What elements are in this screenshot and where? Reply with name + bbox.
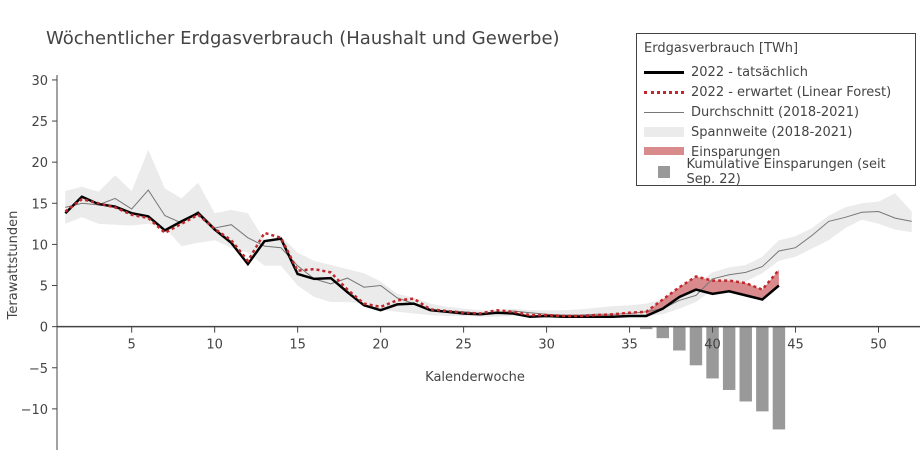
legend-item-expected[interactable]: 2022 - erwartet (Linear Forest) (644, 82, 891, 102)
x-tick-label: 10 (206, 338, 223, 353)
x-tick-label: 30 (538, 338, 555, 353)
expected-line (64, 197, 780, 318)
x-tick-label: 50 (870, 338, 887, 353)
legend: Erdgasverbrauch [TWh] 2022 - tatsächlich… (636, 33, 916, 187)
legend-item-actual[interactable]: 2022 - tatsächlich (644, 62, 808, 82)
x-tick-label: 15 (289, 338, 306, 353)
legend-item-savings[interactable]: Einsparungen (644, 142, 780, 162)
bar-week-37 (656, 326, 669, 339)
x-tick-label: 25 (455, 338, 472, 353)
y-tick-label: −5 (29, 362, 48, 377)
chart-title: Wöchentlicher Erdgasverbrauch (Haushalt … (46, 28, 560, 49)
bar-week-39 (689, 326, 703, 366)
y-tick-label: 20 (31, 156, 48, 171)
bar-week-40 (706, 326, 719, 379)
legend-item-range[interactable]: Spannweite (2018-2021) (644, 122, 852, 142)
actual-line (64, 195, 780, 319)
bar-week-38 (673, 326, 686, 351)
x-tick-label: 45 (787, 338, 804, 353)
y-tick-label: −10 (21, 403, 48, 418)
x-tick-label: 20 (372, 338, 389, 353)
bar-week-44 (772, 326, 786, 430)
legend-item-cumulative[interactable]: Kumulative Einsparungen (seit Sep. 22) (644, 157, 915, 187)
y-tick-label: 5 (40, 280, 48, 295)
x-tick-label: 5 (128, 338, 136, 353)
bar-week-36 (639, 326, 653, 330)
y-axis-label: Terawattstunden (6, 211, 21, 321)
range-band (65, 149, 912, 318)
legend-title: Erdgasverbrauch [TWh] (644, 41, 799, 56)
y-tick-label: 30 (31, 74, 48, 89)
y-tick-label: 25 (31, 115, 48, 130)
y-tick-label: 15 (31, 197, 48, 212)
bar-week-43 (756, 326, 769, 412)
bar-week-41 (722, 326, 736, 390)
x-axis-label: Kalenderwoche (425, 370, 525, 385)
bar-week-42 (739, 326, 752, 402)
x-tick-label: 40 (704, 338, 721, 353)
y-tick-label: 10 (31, 238, 48, 253)
y-tick-label: 0 (40, 321, 48, 336)
legend-item-average[interactable]: Durchschnitt (2018-2021) (644, 102, 859, 122)
x-tick-label: 35 (621, 338, 638, 353)
